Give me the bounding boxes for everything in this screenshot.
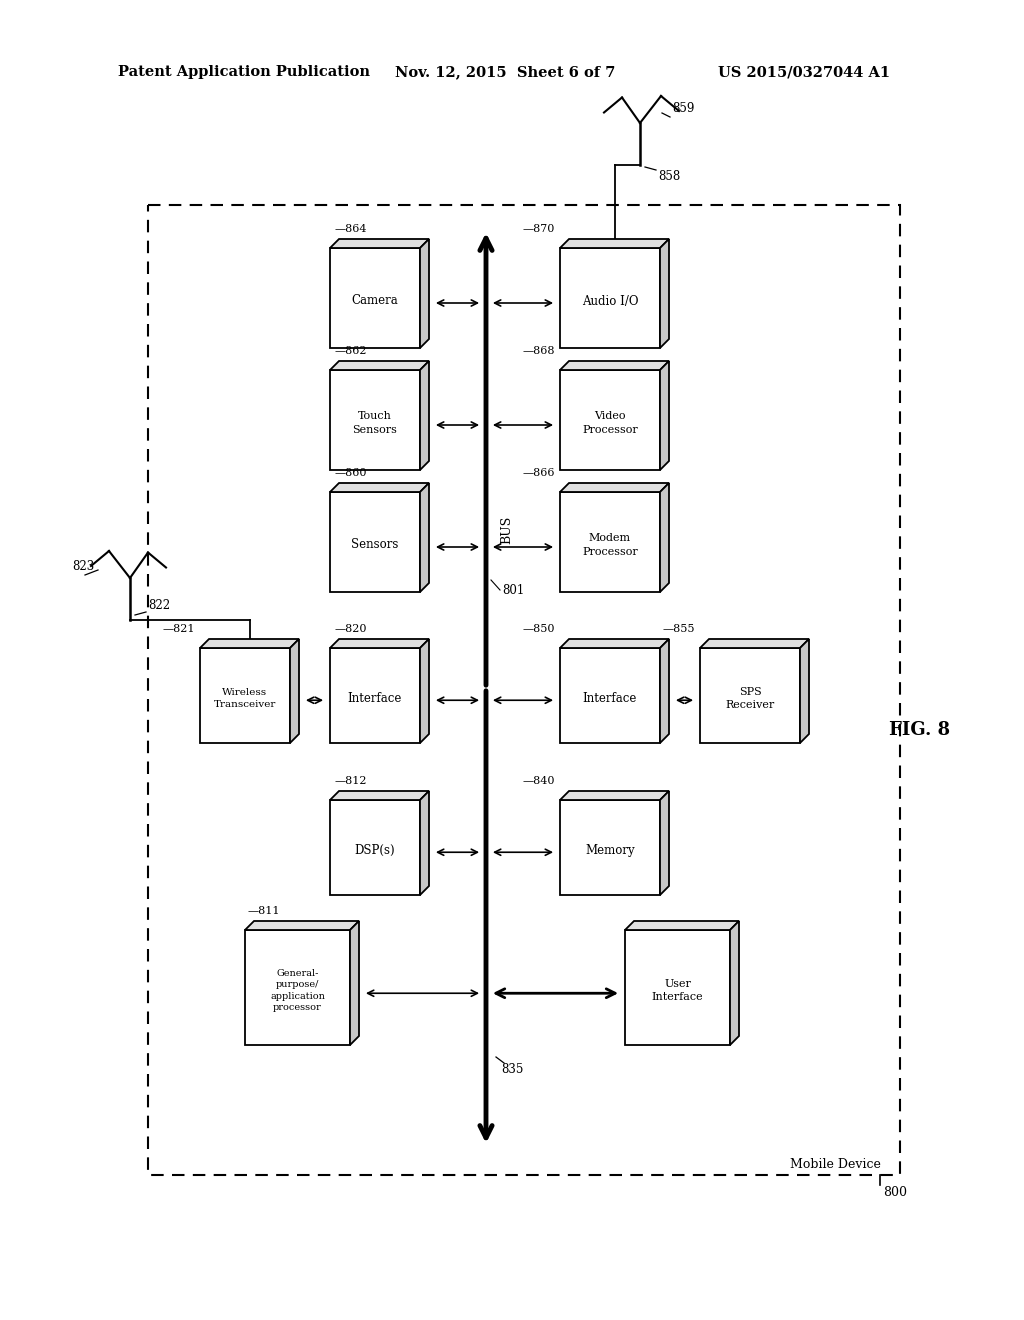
Text: Patent Application Publication: Patent Application Publication	[118, 65, 370, 79]
Text: Modem
Processor: Modem Processor	[582, 533, 638, 557]
Polygon shape	[330, 639, 429, 648]
Polygon shape	[330, 791, 429, 800]
Polygon shape	[625, 921, 739, 931]
Polygon shape	[290, 639, 299, 743]
Polygon shape	[800, 639, 809, 743]
Polygon shape	[660, 639, 669, 743]
Text: Memory: Memory	[585, 843, 635, 857]
Bar	[200, 648, 290, 743]
Text: Wireless
Transceiver: Wireless Transceiver	[214, 688, 276, 709]
Polygon shape	[420, 639, 429, 743]
Polygon shape	[660, 791, 669, 895]
Bar	[700, 648, 800, 743]
Text: User
Interface: User Interface	[651, 979, 703, 1002]
Bar	[330, 800, 420, 895]
Bar	[625, 931, 730, 1045]
Polygon shape	[660, 483, 669, 591]
Bar	[560, 248, 660, 348]
Bar	[330, 648, 420, 743]
Text: Interface: Interface	[348, 692, 402, 705]
Text: Interface: Interface	[583, 692, 637, 705]
Text: —840: —840	[522, 776, 555, 785]
Text: Mobile Device: Mobile Device	[790, 1158, 881, 1171]
Text: Nov. 12, 2015  Sheet 6 of 7: Nov. 12, 2015 Sheet 6 of 7	[395, 65, 615, 79]
Text: 858: 858	[658, 170, 680, 183]
Polygon shape	[420, 791, 429, 895]
Polygon shape	[560, 239, 669, 248]
Polygon shape	[660, 239, 669, 348]
Text: 800: 800	[883, 1185, 907, 1199]
Text: —821: —821	[163, 624, 195, 634]
Polygon shape	[730, 921, 739, 1045]
Text: —864: —864	[335, 224, 368, 234]
Text: 822: 822	[148, 599, 170, 612]
Text: BUS: BUS	[500, 516, 513, 544]
Polygon shape	[420, 239, 429, 348]
Polygon shape	[700, 639, 809, 648]
Polygon shape	[560, 360, 669, 370]
Bar	[560, 800, 660, 895]
Text: —850: —850	[522, 624, 555, 634]
Text: 835: 835	[501, 1063, 523, 1076]
Text: 801: 801	[502, 583, 524, 597]
Text: Touch
Sensors: Touch Sensors	[352, 412, 397, 434]
Bar	[330, 248, 420, 348]
Bar	[330, 370, 420, 470]
Text: Audio I/O: Audio I/O	[582, 294, 638, 308]
Polygon shape	[560, 791, 669, 800]
Polygon shape	[660, 360, 669, 470]
Polygon shape	[350, 921, 359, 1045]
Polygon shape	[200, 639, 299, 648]
Text: —811: —811	[248, 906, 281, 916]
Text: 823: 823	[72, 560, 94, 573]
Text: 859: 859	[672, 102, 694, 115]
Text: —812: —812	[335, 776, 368, 785]
Text: DSP(s): DSP(s)	[354, 843, 395, 857]
Bar	[330, 492, 420, 591]
Text: —870: —870	[522, 224, 555, 234]
Text: US 2015/0327044 A1: US 2015/0327044 A1	[718, 65, 890, 79]
Text: —820: —820	[335, 624, 368, 634]
Bar	[560, 370, 660, 470]
Polygon shape	[330, 239, 429, 248]
Polygon shape	[560, 483, 669, 492]
Text: —862: —862	[335, 346, 368, 356]
Text: SPS
Receiver: SPS Receiver	[725, 686, 774, 710]
Polygon shape	[420, 360, 429, 470]
Bar	[560, 492, 660, 591]
Text: FIG. 8: FIG. 8	[890, 721, 950, 739]
Bar	[148, 205, 900, 1175]
Polygon shape	[330, 360, 429, 370]
Polygon shape	[330, 483, 429, 492]
Polygon shape	[245, 921, 359, 931]
Text: —868: —868	[522, 346, 555, 356]
Text: Sensors: Sensors	[351, 539, 398, 552]
Text: —855: —855	[663, 624, 695, 634]
Text: Video
Processor: Video Processor	[582, 412, 638, 434]
Text: —860: —860	[335, 469, 368, 478]
Polygon shape	[560, 639, 669, 648]
Text: General-
purpose/
application
processor: General- purpose/ application processor	[270, 969, 325, 1011]
Text: —866: —866	[522, 469, 555, 478]
Polygon shape	[420, 483, 429, 591]
Bar	[245, 931, 350, 1045]
Bar	[560, 648, 660, 743]
Text: Camera: Camera	[351, 294, 398, 308]
